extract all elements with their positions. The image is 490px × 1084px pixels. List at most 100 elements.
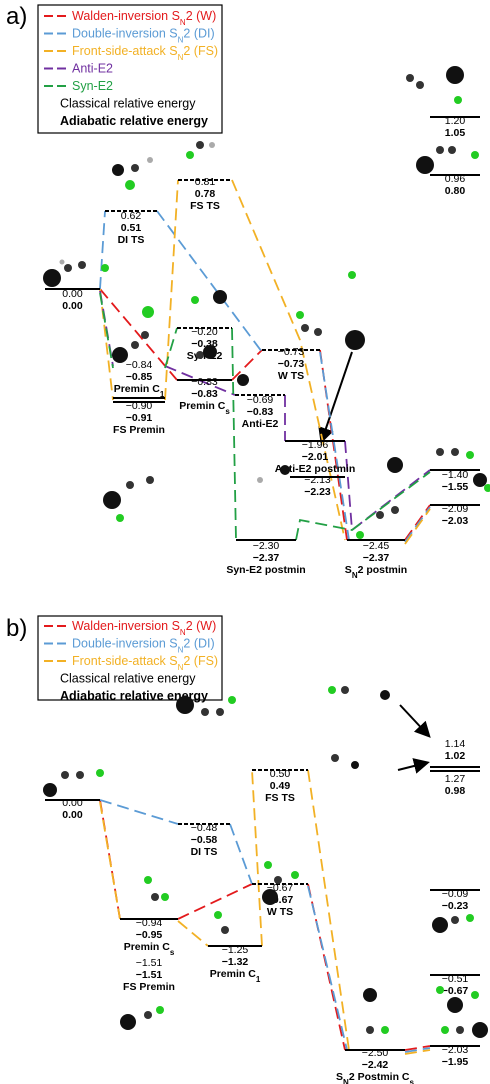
atom xyxy=(131,164,139,172)
connector xyxy=(307,769,350,1051)
label-text: Double-inversion S xyxy=(72,637,178,651)
atom xyxy=(112,347,128,363)
panel-label: b) xyxy=(6,615,27,642)
label-text: 2 (DI) xyxy=(183,637,214,651)
label-text: FS Premin xyxy=(123,981,175,993)
adiabatic-energy: −0.95 xyxy=(136,929,163,941)
label-text: FS Premin xyxy=(113,424,165,436)
connector xyxy=(99,799,179,825)
adiabatic-energy: −0.23 xyxy=(442,900,469,912)
connector xyxy=(404,508,431,545)
classical-energy: 0.00 xyxy=(62,288,83,300)
atom xyxy=(447,997,463,1013)
subscript: N xyxy=(178,35,184,44)
connector xyxy=(164,327,178,369)
atom xyxy=(351,761,359,769)
classical-energy: −2.50 xyxy=(362,1047,389,1059)
label: Anti-E2 xyxy=(72,62,113,76)
atom xyxy=(76,771,84,779)
atom xyxy=(213,290,227,304)
subscript: s xyxy=(225,407,230,416)
arrow xyxy=(318,351,353,444)
label-text: Adiabatic relative energy xyxy=(60,114,208,128)
atom xyxy=(151,893,159,901)
atom xyxy=(466,451,474,459)
atom xyxy=(161,893,169,901)
connector xyxy=(307,885,348,1051)
subscript: N xyxy=(180,628,186,637)
atom xyxy=(257,477,263,483)
atom xyxy=(274,876,282,884)
label-text: 2 (W) xyxy=(186,619,217,633)
label-text: 2 (FS) xyxy=(183,654,218,668)
label: DI TS xyxy=(118,234,145,246)
atom xyxy=(43,783,57,797)
atom xyxy=(416,156,434,174)
atom xyxy=(456,1026,464,1034)
classical-energy: −0.51 xyxy=(442,973,469,985)
label-text: Walden-inversion S xyxy=(72,9,180,23)
classical-energy: −2.30 xyxy=(253,540,280,552)
adiabatic-energy: −2.23 xyxy=(304,486,331,498)
adiabatic-energy: −2.03 xyxy=(442,515,469,527)
label: Walden-inversion SN2 (W) xyxy=(72,9,216,27)
classical-energy: 0.00 xyxy=(62,797,83,809)
adiabatic-energy: −1.95 xyxy=(442,1056,469,1068)
connector xyxy=(231,349,263,381)
subscript: N xyxy=(180,18,186,27)
atom xyxy=(280,465,290,475)
connector xyxy=(404,506,431,543)
label: Adiabatic relative energy xyxy=(60,114,208,128)
atom xyxy=(120,1014,136,1030)
atom xyxy=(186,151,194,159)
label: DI TS xyxy=(191,846,218,858)
adiabatic-energy: 0.78 xyxy=(195,188,216,200)
atom xyxy=(147,157,153,163)
label-text: FS TS xyxy=(190,200,220,212)
connector xyxy=(295,471,431,541)
atom xyxy=(436,986,444,994)
connector xyxy=(99,801,121,920)
classical-energy: −0.20 xyxy=(191,326,218,338)
label-text: Classical relative energy xyxy=(60,672,196,686)
label-text: FS TS xyxy=(265,792,295,804)
adiabatic-energy: 0.49 xyxy=(270,780,291,792)
atom xyxy=(296,311,304,319)
classical-energy: 0.81 xyxy=(195,176,216,188)
label: FS Premin xyxy=(123,981,175,993)
classical-energy: 0.96 xyxy=(445,173,466,185)
subscript: s xyxy=(410,1078,415,1084)
classical-energy: −1.40 xyxy=(442,469,469,481)
subscript: N xyxy=(178,663,184,672)
atom xyxy=(436,448,444,456)
classical-energy: −0.09 xyxy=(442,888,469,900)
adiabatic-energy: 1.05 xyxy=(445,127,466,139)
connector xyxy=(251,769,263,947)
atom xyxy=(216,708,224,716)
atom xyxy=(380,690,390,700)
atom xyxy=(387,457,403,473)
adiabatic-energy: −2.01 xyxy=(302,451,329,463)
label-text: Front-side-attack S xyxy=(72,654,178,668)
label: FS TS xyxy=(265,792,295,804)
atom xyxy=(203,345,217,359)
atom xyxy=(131,341,139,349)
connector xyxy=(229,823,253,885)
label: Front-side-attack SN2 (FS) xyxy=(72,654,218,672)
atom xyxy=(221,926,229,934)
atom xyxy=(64,264,72,272)
label-text: Anti-E2 xyxy=(242,418,279,430)
atom xyxy=(214,911,222,919)
adiabatic-energy: −0.67 xyxy=(442,985,469,997)
label-text: 2 (DI) xyxy=(183,27,214,41)
label: W TS xyxy=(267,906,293,918)
atom xyxy=(381,1026,389,1034)
connector xyxy=(99,288,178,381)
adiabatic-energy: −1.55 xyxy=(442,481,469,493)
atom xyxy=(61,771,69,779)
atom xyxy=(345,330,365,350)
atom xyxy=(301,324,309,332)
classical-energy: −0.69 xyxy=(247,394,274,406)
atom xyxy=(391,506,399,514)
panel-label: a) xyxy=(6,3,27,30)
